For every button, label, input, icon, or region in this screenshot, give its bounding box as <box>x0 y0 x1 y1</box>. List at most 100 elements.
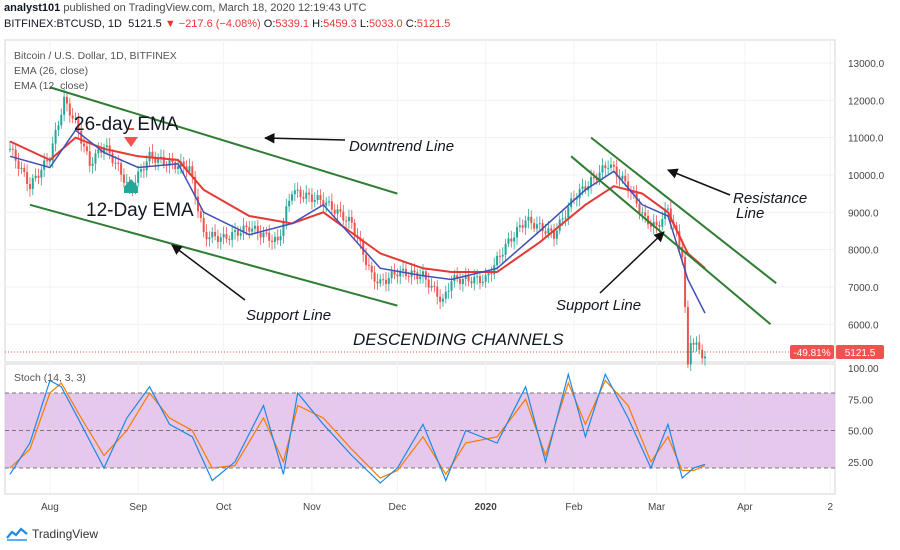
candle-body <box>40 169 43 178</box>
x-tick-label: Mar <box>648 502 666 513</box>
candle-body <box>188 166 191 172</box>
candle-body <box>122 174 125 183</box>
candle-body <box>273 236 276 242</box>
candle-body <box>427 279 430 288</box>
tradingview-logo-icon <box>6 527 28 541</box>
candle-body <box>399 270 402 277</box>
candle-body <box>490 273 493 275</box>
candle-body <box>430 285 433 288</box>
candle-body <box>510 238 513 242</box>
candle-body <box>85 146 88 152</box>
candle-body <box>524 220 527 228</box>
candle-body <box>168 160 171 166</box>
candle-body <box>245 225 248 228</box>
candle-body <box>478 276 481 283</box>
candle-body <box>23 167 26 172</box>
candle-body <box>208 237 211 240</box>
price-change: −217.6 (−4.08%) <box>178 18 261 30</box>
candle-body <box>319 195 322 201</box>
candle-body <box>433 285 436 287</box>
candle-body <box>470 281 473 284</box>
candle-body <box>43 160 46 170</box>
tradingview-brand[interactable]: TradingView <box>6 527 98 541</box>
candle-body <box>601 165 604 173</box>
candle-body <box>88 151 91 166</box>
annotation-arrows <box>124 128 731 301</box>
candle-body <box>20 167 23 169</box>
candle-body <box>592 177 595 179</box>
candle-body <box>701 349 704 359</box>
trend-line <box>570 155 772 326</box>
candle-body <box>513 237 516 242</box>
candle-body <box>316 195 319 200</box>
price-badge: -49.81% 5121.5 <box>790 345 884 359</box>
candle-body <box>518 225 521 228</box>
candle-body <box>222 234 225 238</box>
candle-body <box>621 175 624 180</box>
candle-body <box>77 118 80 131</box>
close-value: 5121.5 <box>416 18 451 30</box>
candle-body <box>248 227 251 232</box>
candle-body <box>553 230 556 239</box>
resistance-label-line: Line <box>736 205 764 222</box>
stoch-tick-label: 75.00 <box>848 395 873 406</box>
candle-body <box>638 203 641 213</box>
candles <box>9 89 706 371</box>
candle-body <box>704 356 706 359</box>
x-tick-label: 2020 <box>475 502 498 513</box>
candle-body <box>444 291 447 299</box>
symbol-text: BITFINEX:BTCUSD, 1D <box>4 18 122 30</box>
candle-body <box>262 232 265 238</box>
candle-body <box>661 219 664 227</box>
candle-body <box>484 275 487 282</box>
candle-body <box>57 125 60 130</box>
candle-body <box>111 153 114 164</box>
ema12-annotation: 12-Day EMA <box>86 200 194 221</box>
price-pane[interactable] <box>4 39 836 363</box>
candle-body <box>535 224 538 229</box>
ema26-marker-stem <box>128 128 134 130</box>
y-tick-label: 11000.0 <box>848 134 884 145</box>
candle-body <box>253 225 256 229</box>
candle-body <box>328 201 331 203</box>
trend-line <box>49 86 398 195</box>
ema26-annotation: 26-day EMA <box>74 114 179 135</box>
candle-body <box>698 342 701 350</box>
y-tick-label: 13000.0 <box>848 59 885 70</box>
candle-body <box>268 232 271 241</box>
candle-body <box>496 255 499 266</box>
candle-body <box>473 276 476 284</box>
candle-body <box>80 130 83 144</box>
chart-title: Bitcoin / U.S. Dollar, 1D, BITFINEX <box>14 50 177 62</box>
candle-body <box>231 231 234 240</box>
candle-body <box>196 196 199 212</box>
candle-body <box>345 220 348 222</box>
publisher-name[interactable]: analyst101 <box>4 2 61 14</box>
candle-body <box>151 151 154 159</box>
candle-body <box>162 156 165 165</box>
candle-body <box>125 181 128 183</box>
candle-body <box>308 192 311 195</box>
publish-line: analyst101 published on TradingView.com,… <box>4 2 366 14</box>
candle-body <box>145 161 148 171</box>
candle-body <box>242 225 245 234</box>
x-tick-label: Nov <box>303 502 321 513</box>
candle-body <box>422 271 425 277</box>
axes: 13000.0 12000.0 11000.0 10000.0 9000.0 8000.0… <box>41 59 885 513</box>
price-pct: -49.81% <box>793 348 830 359</box>
candle-body <box>459 278 462 284</box>
candle-body <box>644 212 647 216</box>
stoch-k-line <box>9 371 706 484</box>
legend-ema12: EMA (12, close) <box>14 80 89 92</box>
candle-body <box>615 166 618 177</box>
candle-body <box>461 278 464 284</box>
candle-body <box>436 286 439 297</box>
candle-body <box>501 254 504 257</box>
candle-body <box>171 160 174 163</box>
candle-body <box>276 236 279 241</box>
candle-body <box>376 281 379 284</box>
candle-body <box>632 192 635 194</box>
candle-body <box>325 202 328 206</box>
candle-body <box>450 281 453 291</box>
